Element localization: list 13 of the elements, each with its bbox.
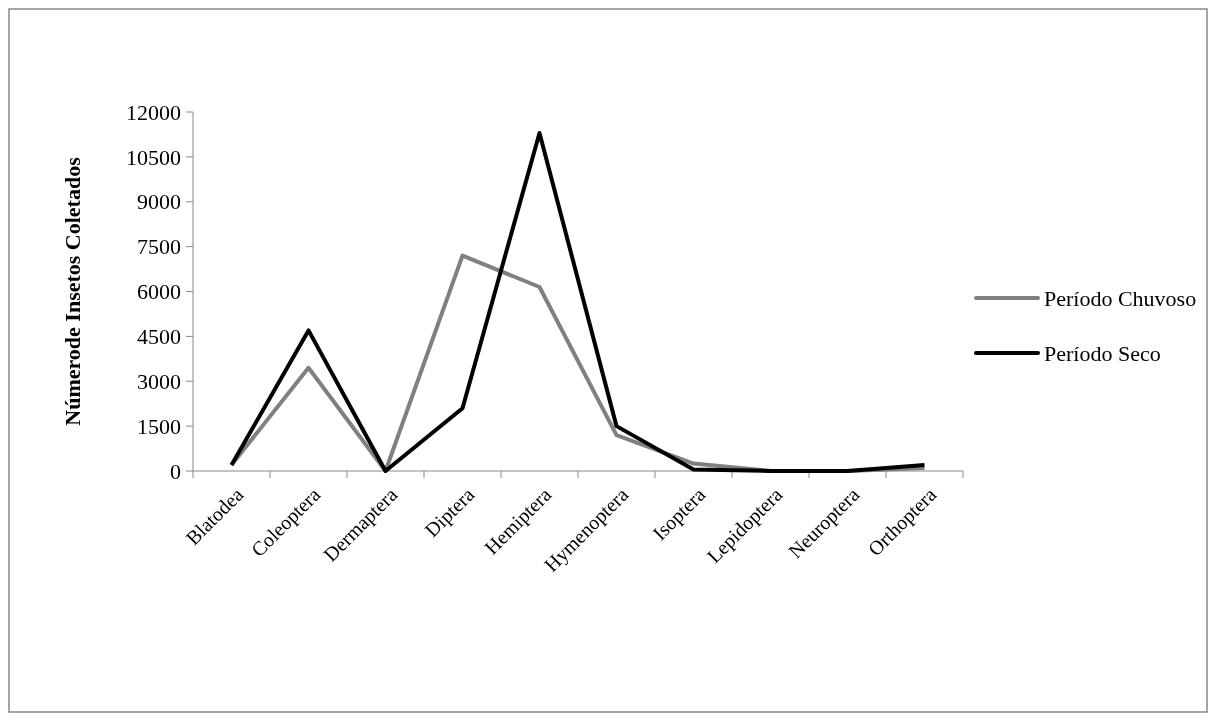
y-tick-label: 6000 bbox=[137, 279, 181, 305]
legend-label: Período Seco bbox=[1044, 340, 1161, 366]
y-tick-label: 10500 bbox=[126, 144, 181, 170]
y-tick-label: 1500 bbox=[137, 413, 181, 439]
y-tick-label: 0 bbox=[170, 458, 181, 484]
y-tick-label: 12000 bbox=[126, 99, 181, 125]
y-tick-label: 9000 bbox=[137, 189, 181, 215]
y-axis-title: Númerode Insetos Coletados bbox=[60, 156, 85, 426]
y-tick-label: 7500 bbox=[137, 234, 181, 260]
legend-label: Período Chuvoso bbox=[1044, 285, 1197, 311]
line-series bbox=[229, 130, 927, 473]
y-tick-label: 4500 bbox=[137, 324, 181, 350]
y-tick-label: 3000 bbox=[137, 368, 181, 394]
